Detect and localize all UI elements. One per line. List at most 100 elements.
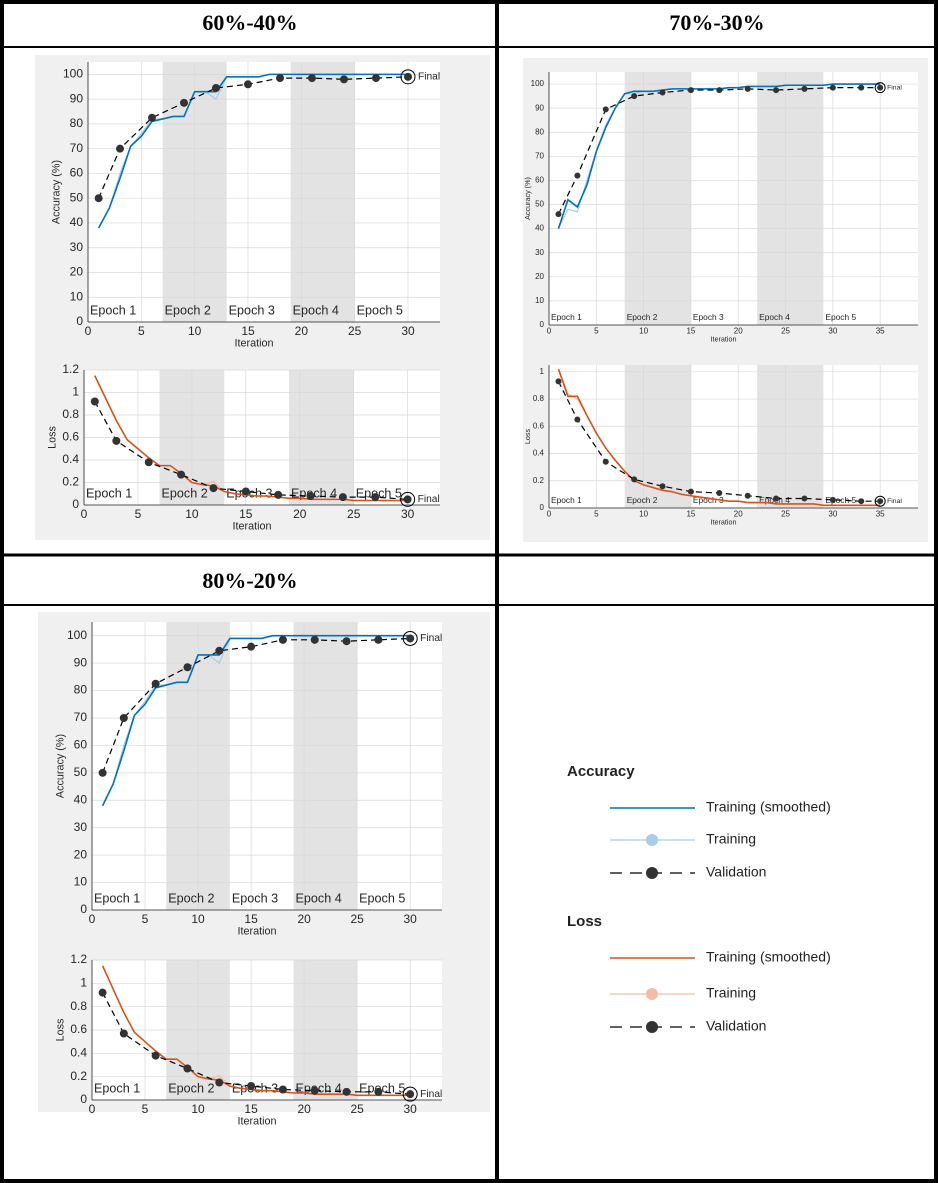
epoch-label: Epoch 3 bbox=[229, 304, 275, 318]
epoch-label: Epoch 3 bbox=[232, 892, 278, 906]
y-tick-label: 0.2 bbox=[62, 475, 79, 489]
y-tick-label: 0 bbox=[80, 1092, 87, 1106]
epoch-label: Epoch 3 bbox=[693, 312, 724, 322]
x-tick-label: 5 bbox=[594, 510, 599, 519]
validation-marker bbox=[406, 634, 415, 643]
validation-marker bbox=[877, 498, 884, 505]
legend-marker bbox=[646, 867, 658, 879]
series-line bbox=[557, 368, 881, 507]
x-tick-label: 30 bbox=[404, 1102, 418, 1116]
y-tick-label: 0.4 bbox=[62, 452, 79, 466]
validation-marker bbox=[215, 646, 224, 655]
y-tick-label: 10 bbox=[74, 875, 88, 889]
epoch-label: Epoch 5 bbox=[825, 312, 856, 322]
x-tick-label: 30 bbox=[404, 912, 418, 926]
validation-marker bbox=[342, 637, 351, 646]
y-tick-label: 0.2 bbox=[70, 1069, 87, 1083]
validation-marker bbox=[212, 84, 220, 92]
validation-marker bbox=[276, 74, 284, 83]
x-axis-label: Iteration bbox=[711, 517, 737, 526]
validation-marker bbox=[247, 1082, 256, 1090]
y-tick-label: 50 bbox=[74, 765, 88, 779]
series-line bbox=[101, 634, 411, 807]
validation-marker bbox=[858, 84, 865, 91]
y-axis-label: Accuracy (%) bbox=[55, 734, 67, 798]
x-tick-label: 0 bbox=[547, 510, 552, 519]
epoch-label: Epoch 2 bbox=[168, 892, 214, 906]
x-tick-label: 0 bbox=[547, 327, 552, 336]
y-tick-label: 1 bbox=[72, 385, 79, 399]
validation-marker bbox=[829, 496, 836, 503]
y-tick-label: 60 bbox=[74, 738, 88, 752]
validation-marker bbox=[247, 642, 256, 651]
final-ring bbox=[400, 491, 416, 507]
y-tick-label: 30 bbox=[70, 240, 84, 254]
series-line bbox=[97, 73, 408, 229]
validation-marker bbox=[829, 84, 836, 91]
x-tick-label: 10 bbox=[639, 510, 648, 519]
validation-marker bbox=[342, 1087, 351, 1096]
validation-marker bbox=[877, 84, 884, 91]
epoch-label: Epoch 1 bbox=[551, 495, 582, 505]
legend-label: Training (smoothed) bbox=[706, 949, 831, 965]
epoch-label: Epoch 1 bbox=[551, 312, 582, 322]
x-tick-label: 10 bbox=[191, 912, 205, 926]
validation-marker bbox=[183, 1064, 192, 1073]
validation-marker bbox=[773, 495, 780, 502]
y-tick-label: 1.2 bbox=[70, 952, 87, 966]
y-tick-label: 80 bbox=[70, 116, 84, 130]
epoch-label: Epoch 3 bbox=[232, 1082, 278, 1096]
epoch-label: Epoch 3 bbox=[226, 487, 272, 501]
epoch-label: Epoch 2 bbox=[162, 487, 208, 501]
y-tick-label: 30 bbox=[535, 248, 544, 257]
series-line bbox=[101, 965, 411, 1097]
epoch-label: Epoch 2 bbox=[627, 312, 658, 322]
validation-marker bbox=[716, 490, 723, 497]
validation-marker bbox=[659, 483, 666, 490]
x-tick-label: 5 bbox=[594, 327, 599, 336]
chart: 0 10 20 30 40 50 60 70 80 90 100 0 5 10 15 20 25 30 Epoch … bbox=[51, 62, 440, 349]
x-tick-label: 25 bbox=[781, 510, 790, 519]
plot-area bbox=[92, 622, 442, 910]
x-tick-label: 20 bbox=[295, 324, 309, 338]
epoch-label: Epoch 5 bbox=[356, 487, 402, 501]
x-tick-label: 0 bbox=[89, 912, 96, 926]
epoch-label: Epoch 4 bbox=[759, 312, 790, 322]
chart: 0 0.2 0.4 0.6 0.8 1 1.2 0 5 10 15 20 25 30 Epoch 1 Epoc… bbox=[47, 362, 440, 532]
x-tick-label: 30 bbox=[401, 324, 415, 338]
legend-label: Validation bbox=[706, 864, 766, 880]
validation-marker bbox=[183, 663, 192, 672]
validation-marker bbox=[687, 488, 694, 495]
y-tick-label: 20 bbox=[535, 272, 544, 281]
final-label: Final bbox=[418, 494, 440, 505]
epoch-label: Epoch 2 bbox=[168, 1082, 214, 1096]
epoch-shading bbox=[624, 365, 691, 508]
validation-marker bbox=[119, 1029, 128, 1038]
validation-marker bbox=[744, 492, 751, 499]
x-tick-label: 25 bbox=[350, 1102, 364, 1116]
y-tick-label: 80 bbox=[535, 127, 544, 136]
chart: 0 10 20 30 40 50 60 70 80 90 100 0 5 10 15 20 25 30 35 Epoc… bbox=[523, 72, 918, 343]
epoch-label: Epoch 4 bbox=[296, 892, 342, 906]
validation-marker bbox=[94, 194, 103, 203]
x-tick-label: 30 bbox=[828, 510, 837, 519]
validation-marker bbox=[244, 80, 252, 89]
y-tick-label: 0.8 bbox=[533, 394, 545, 403]
validation-marker bbox=[371, 493, 380, 502]
y-tick-label: 70 bbox=[74, 710, 88, 724]
x-tick-label: 15 bbox=[686, 510, 695, 519]
y-tick-label: 70 bbox=[70, 141, 84, 155]
x-tick-label: 15 bbox=[686, 327, 695, 336]
y-tick-label: 1 bbox=[540, 367, 545, 376]
epoch-label: Epoch 1 bbox=[86, 487, 132, 501]
validation-marker bbox=[858, 498, 865, 505]
final-ring bbox=[402, 1086, 418, 1102]
y-axis-label: Loss bbox=[523, 429, 532, 445]
epoch-label: Epoch 1 bbox=[94, 1082, 140, 1096]
x-tick-label: 25 bbox=[347, 507, 361, 521]
epoch-label: Epoch 5 bbox=[357, 304, 403, 318]
y-tick-label: 0 bbox=[540, 503, 545, 512]
validation-marker bbox=[716, 87, 723, 94]
